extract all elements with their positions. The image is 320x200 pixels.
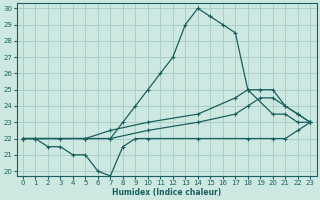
X-axis label: Humidex (Indice chaleur): Humidex (Indice chaleur)	[112, 188, 221, 197]
